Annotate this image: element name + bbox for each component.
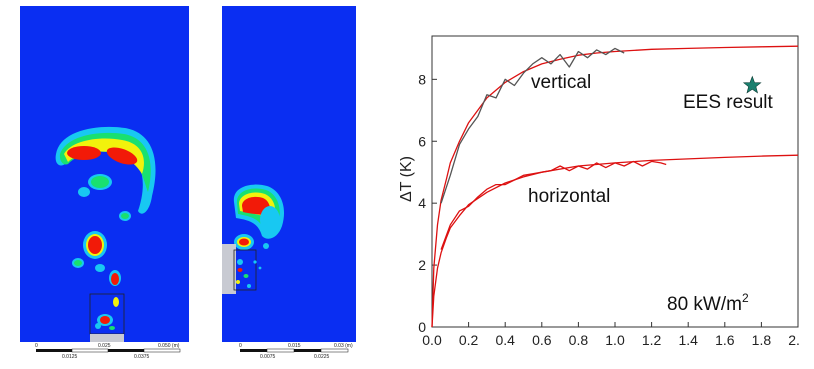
temperature-rise-chart: 0.00.20.40.60.81.01.21.41.61.82.0 02468 …: [400, 35, 800, 348]
y-axis-ticks: 0 2 4 6 8: [418, 71, 437, 335]
x-tick-label: 1.4: [678, 332, 698, 348]
bubble-ring: [91, 176, 109, 188]
x-tick-label: 1.0: [605, 332, 625, 348]
x-tick-label: 1.2: [642, 332, 662, 348]
bubble-ring: [95, 264, 105, 272]
ees-result-star: [742, 75, 762, 94]
bubble-field-right: [222, 6, 356, 342]
y-tick-label: 2: [418, 257, 426, 273]
bubble-ring: [263, 243, 269, 249]
series-line-0: [431, 45, 799, 328]
x-tick-label: 0.4: [495, 332, 515, 348]
zoom-inset: [222, 244, 236, 294]
scale-label-bottom: 0.0225: [314, 354, 330, 360]
bubble-ring: [74, 260, 82, 266]
simulation-panel-right: [222, 6, 356, 342]
x-tick-label: 0.0: [422, 332, 442, 348]
y-tick-label: 6: [418, 133, 426, 149]
bubble-ring: [243, 274, 249, 278]
bubble-ring: [78, 187, 90, 197]
scale-segment: [320, 348, 349, 353]
bubble-ring: [121, 213, 129, 219]
scale-label-top: 0.025: [98, 343, 111, 349]
scale-label-top: 0.050 (m): [158, 343, 180, 349]
x-tick-label: 0.6: [532, 332, 552, 348]
annotation-horizontal: horizontal: [528, 186, 610, 207]
series-line-3: [440, 160, 667, 250]
x-tick-label: 2.0: [788, 332, 800, 348]
scale-segment: [240, 349, 267, 352]
scale-label-bottom: 0.0375: [134, 354, 150, 360]
bubble-ring: [247, 284, 251, 288]
scale-bar-right: 0 0.015 0.03 (m) 0.0075 0.0225: [236, 342, 358, 364]
annotation-ees-result: EES result: [683, 92, 773, 113]
bubble-field-left: [20, 6, 189, 342]
bubble-ring: [113, 297, 119, 307]
bubble-core: [106, 147, 138, 165]
x-tick-label: 1.6: [715, 332, 735, 348]
bubble-ring: [253, 260, 257, 264]
y-tick-label: 8: [418, 71, 426, 87]
bubble-core: [111, 273, 119, 285]
scale-segment: [143, 348, 181, 353]
scale-segment: [266, 348, 295, 353]
scale-label-top: 0.015: [288, 343, 301, 349]
annotation-heat-flux: 80 kW/m2: [667, 291, 749, 315]
y-axis-label: ΔT (K): [400, 156, 415, 202]
scale-label-top: 0: [239, 343, 242, 349]
y-tick-label: 0: [418, 319, 426, 335]
series-line-2: [431, 154, 799, 328]
field-background: [222, 6, 356, 342]
bubble-core: [100, 316, 110, 324]
series-line-1: [440, 47, 625, 204]
bubble-ring: [258, 266, 262, 270]
bubble-core: [67, 146, 101, 160]
series-layer: [431, 45, 799, 328]
x-axis-ticks: 0.0 0.2 0.4 0.6 0.8 1.0 1.2 1.4 1.6 1.8 2.0: [422, 322, 800, 348]
scale-label-bottom: 0.0125: [62, 354, 78, 360]
y-tick-label: 4: [418, 195, 426, 211]
bubble-ring: [95, 323, 101, 329]
x-tick-label: 1.8: [752, 332, 772, 348]
scale-segment: [294, 349, 321, 352]
x-tick-label: 0.2: [459, 332, 479, 348]
scale-label-top: 0.03 (m): [334, 343, 353, 349]
bubble-ring: [236, 280, 240, 284]
bubble-ring: [260, 206, 280, 234]
simulation-panel-left: [20, 6, 189, 342]
scale-segment: [36, 349, 72, 352]
bubble-core: [88, 236, 102, 254]
scale-segment: [71, 348, 109, 353]
bubble-core: [237, 268, 243, 272]
bubble-ring: [109, 326, 115, 330]
scale-label-top: 0: [35, 343, 38, 349]
x-tick-label: 0.8: [569, 332, 589, 348]
field-background: [20, 6, 189, 342]
bubble-ring: [237, 259, 243, 265]
annotation-vertical: vertical: [531, 72, 591, 93]
bubble-core: [239, 238, 249, 246]
plot-frame: [431, 35, 799, 328]
heater-block: [90, 334, 124, 342]
scale-segment: [108, 349, 144, 352]
zoom-inset-frame: [233, 249, 257, 291]
scale-bar-left: 0 0.025 0.050 (m) 0.0125 0.0375: [30, 342, 188, 364]
scale-label-bottom: 0.0075: [260, 354, 276, 360]
